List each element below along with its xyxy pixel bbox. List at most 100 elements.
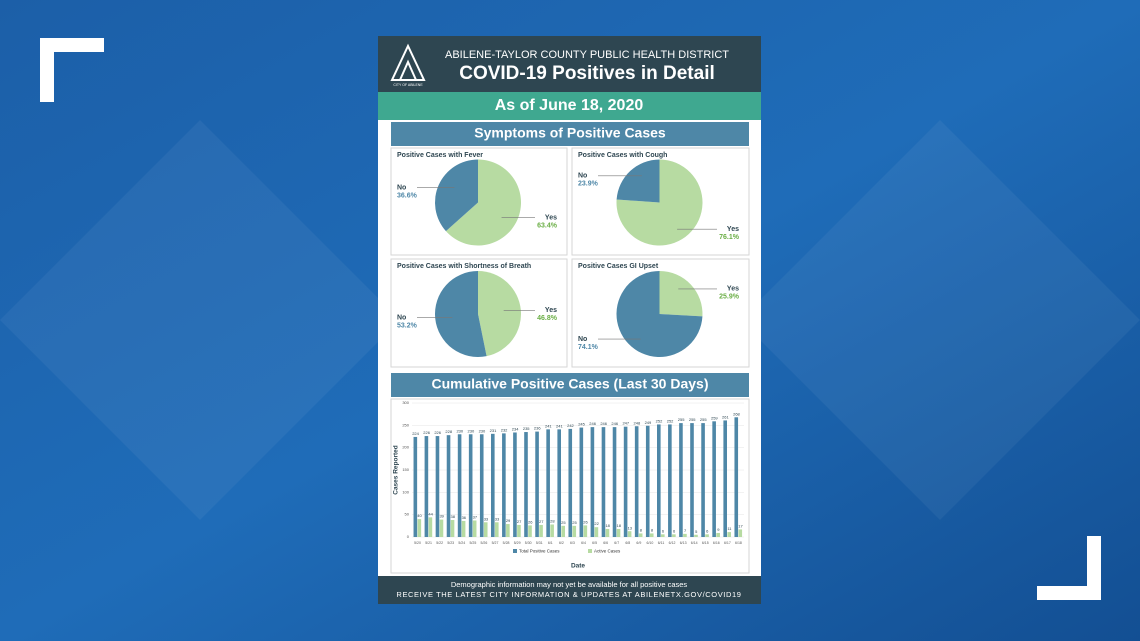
value-label: 235 [523, 426, 530, 431]
value-label: 252 [667, 419, 674, 424]
value-label: 255 [689, 417, 696, 422]
bar [649, 533, 654, 537]
value-label: 241 [545, 423, 552, 428]
value-label: 26 [583, 519, 588, 524]
x-tick-label: 6/5 [592, 541, 597, 545]
bar [413, 436, 418, 537]
y-tick-label: 300 [402, 400, 409, 405]
slice-label: Yes [545, 214, 557, 221]
x-tick-label: 6/9 [636, 541, 641, 545]
bar [491, 433, 495, 537]
bar [612, 427, 617, 537]
bar [645, 425, 650, 537]
value-label: 230 [479, 428, 486, 433]
footer-link: RECEIVE THE LATEST CITY INFORMATION & UP… [396, 590, 741, 599]
bar [417, 519, 422, 537]
bar [428, 517, 433, 537]
x-tick-label: 6/4 [581, 541, 586, 545]
x-tick-label: 6/8 [625, 541, 630, 545]
value-label: 36 [462, 515, 467, 520]
bar [435, 436, 440, 537]
bar [738, 529, 743, 537]
x-tick-label: 6/18 [735, 541, 742, 545]
pie-slice [435, 159, 478, 232]
bar [701, 423, 705, 537]
pie-slice [434, 271, 487, 358]
x-tick-label: 6/6 [603, 541, 608, 545]
slice-value: 74.1% [578, 344, 599, 351]
bg-pattern [0, 120, 1140, 520]
bar [446, 435, 451, 537]
x-tick-label: 6/1 [548, 541, 553, 545]
bar [424, 436, 429, 537]
bar [605, 528, 610, 537]
bar [450, 520, 455, 537]
bar [524, 432, 528, 537]
value-label: 246 [600, 421, 607, 426]
value-label: 226 [434, 430, 441, 435]
header-bar [378, 36, 761, 92]
bar [712, 421, 716, 537]
bar [657, 424, 661, 537]
value-label: 242 [567, 423, 574, 428]
legend-swatch [513, 549, 517, 553]
bar [546, 429, 550, 537]
value-label: 28 [550, 519, 555, 524]
x-tick-label: 5/22 [436, 541, 443, 545]
value-label: 234 [512, 427, 519, 432]
x-tick-label: 5/23 [447, 541, 454, 545]
value-label: 245 [578, 422, 585, 427]
bar [583, 525, 588, 537]
legend-swatch [588, 549, 592, 553]
value-label: 249 [645, 420, 652, 425]
bar [601, 427, 606, 537]
corner-bracket [1037, 536, 1101, 600]
bar [506, 524, 510, 537]
bar [457, 434, 462, 537]
x-tick-label: 5/31 [536, 541, 543, 545]
bar [694, 534, 698, 537]
slice-label: No [578, 336, 587, 343]
bar [668, 424, 672, 537]
x-tick-label: 5/30 [525, 541, 532, 545]
bar [705, 534, 709, 537]
x-tick-label: 5/25 [469, 541, 476, 545]
value-label: 26 [528, 519, 533, 524]
slice-label: Yes [727, 226, 739, 233]
slice-label: Yes [545, 307, 557, 314]
bar [557, 429, 561, 537]
bar [623, 426, 628, 537]
x-tick-label: 5/29 [514, 541, 521, 545]
section-bar [391, 122, 749, 146]
corner-bracket [40, 38, 104, 102]
x-axis-label: Date [571, 563, 585, 570]
pie-title: Positive Cases with Shortness of Breath [397, 263, 531, 270]
bar [590, 427, 595, 537]
bar [472, 520, 477, 537]
value-label: 25 [572, 520, 577, 525]
y-tick-label: 50 [405, 512, 410, 517]
value-label: 248 [634, 420, 641, 425]
pie-slice [659, 271, 703, 317]
value-label: 33 [484, 516, 489, 521]
legend-label: Total Positive Cases [519, 549, 560, 554]
bar [513, 432, 517, 537]
slice-value: 23.9% [578, 181, 599, 188]
value-label: 25 [561, 520, 566, 525]
pie-slice [616, 271, 703, 357]
bar [439, 519, 444, 537]
bar [535, 431, 539, 537]
slice-label: No [397, 315, 406, 322]
value-label: 236 [534, 426, 541, 431]
slice-value: 25.9% [719, 294, 740, 301]
bar [502, 433, 506, 537]
value-label: 241 [556, 423, 563, 428]
value-label: 226 [423, 430, 430, 435]
value-label: 37 [473, 515, 478, 520]
value-label: 13 [628, 525, 633, 530]
date: As of June 18, 2020 [495, 97, 644, 114]
x-tick-label: 6/12 [669, 541, 676, 545]
bar [528, 525, 532, 537]
